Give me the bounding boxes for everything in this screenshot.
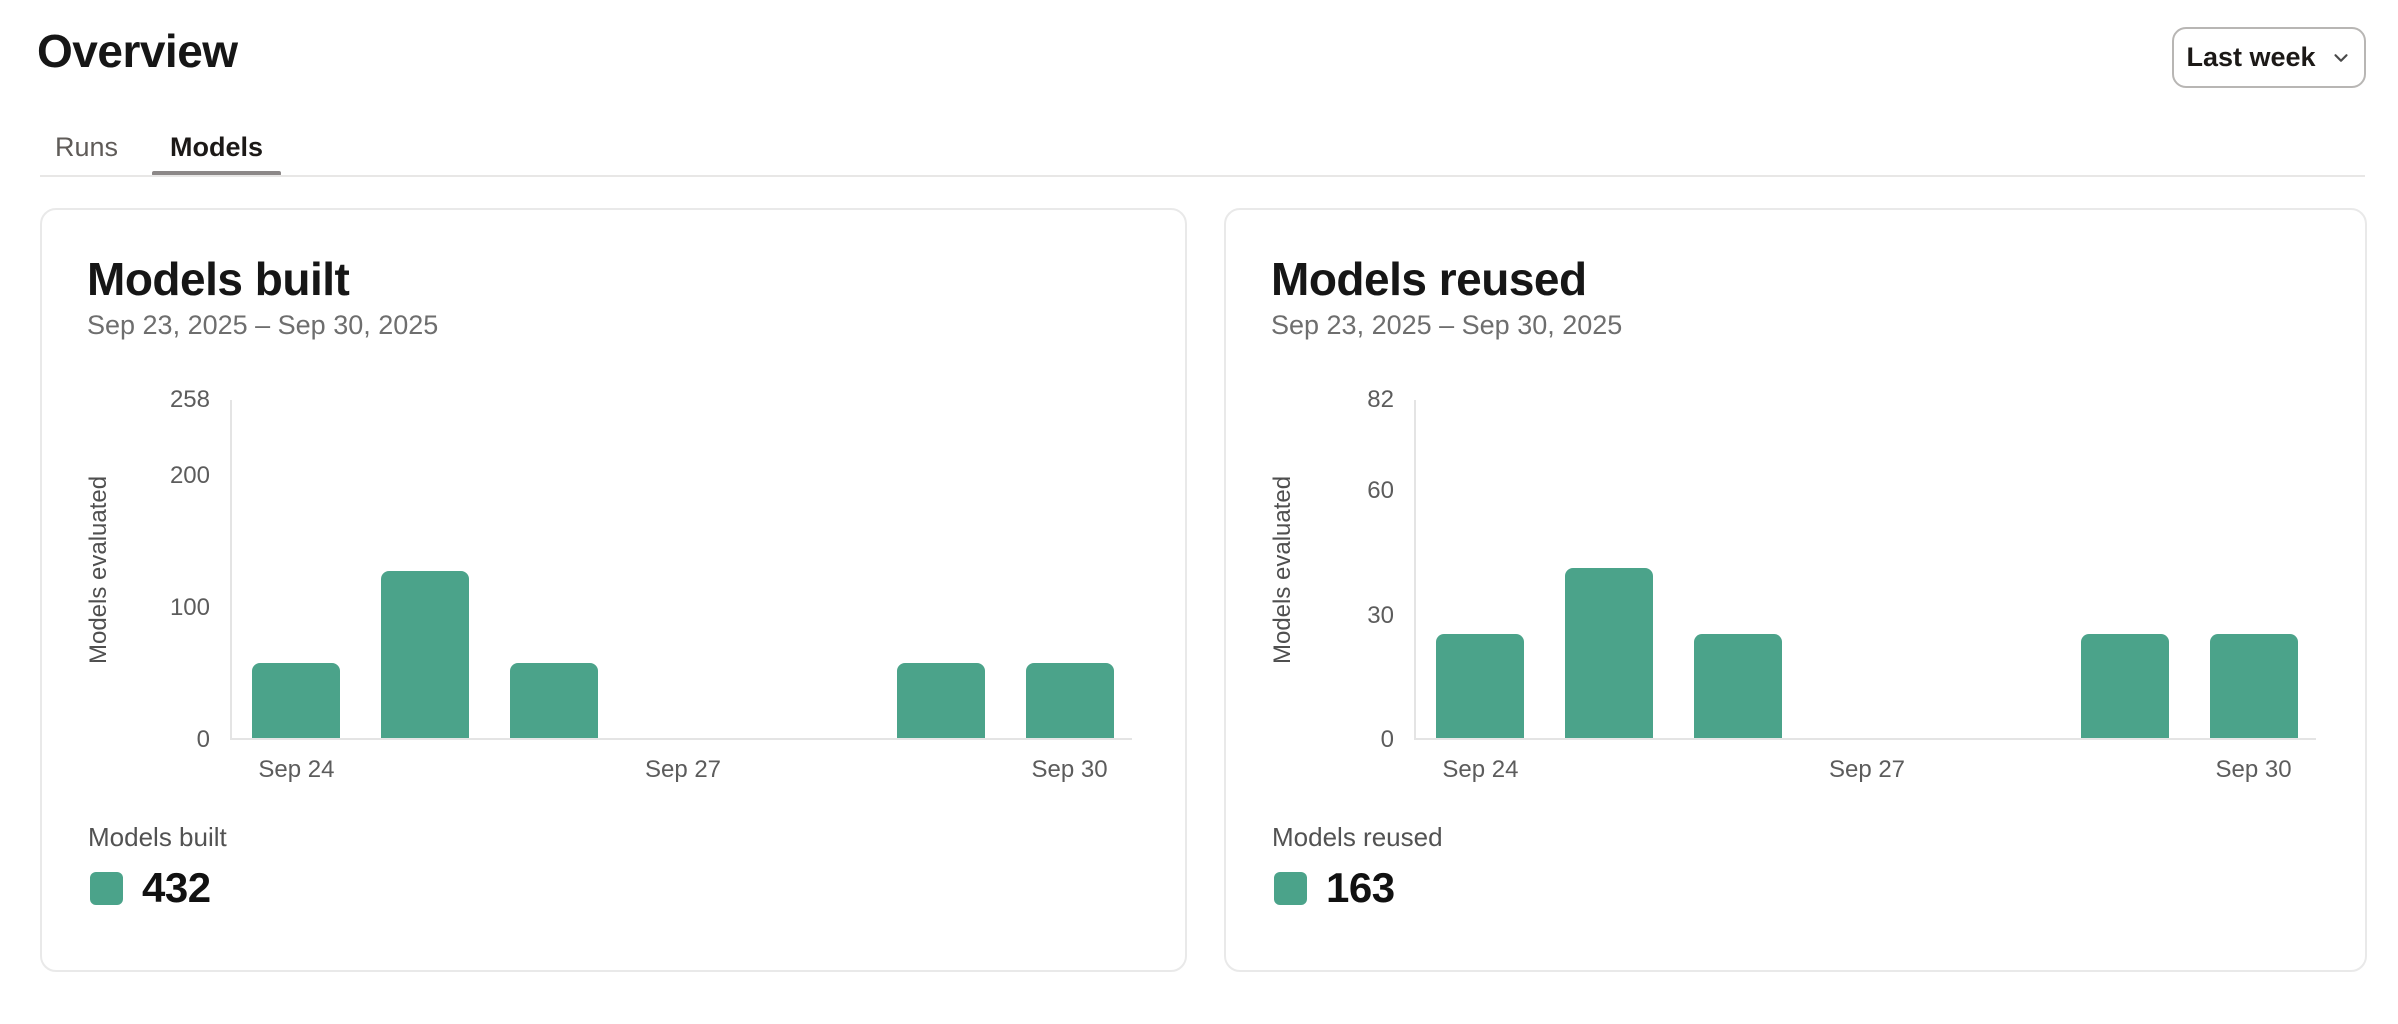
chevron-down-icon: [2330, 47, 2352, 69]
y-tick-label: 200: [169, 462, 210, 490]
card-title: Models built: [87, 253, 350, 305]
legend-row: 432: [90, 864, 211, 911]
card-date-range: Sep 23, 2025 – Sep 30, 2025: [87, 310, 439, 340]
bar-sep-25: [1565, 568, 1654, 738]
active-tab-underline: [152, 171, 281, 176]
y-tick-label: 0: [196, 726, 210, 753]
card-title: Models reused: [1271, 253, 1587, 305]
x-tick-label: Sep 27: [1828, 756, 1906, 783]
x-tick-label: Sep 24: [258, 756, 335, 783]
y-tick-label: 30: [1367, 601, 1394, 629]
card-date-range: Sep 23, 2025 – Sep 30, 2025: [1271, 310, 1623, 340]
legend-label: Models reused: [1272, 822, 1443, 852]
time-range-label: Last week: [2186, 42, 2316, 72]
bar-sep-24: [252, 663, 341, 738]
legend-swatch: [90, 871, 123, 905]
bar-sep-29: [2080, 634, 2169, 738]
y-tick-label: 258: [169, 386, 210, 413]
x-tick-label: Sep 30: [1031, 756, 1108, 783]
bar-sep-25: [381, 571, 470, 738]
models-built-bar-chart: 0 100 200 258 Sep 24 Sep 27 Sep 30: [170, 386, 1132, 783]
y-tick-label: 82: [1367, 386, 1394, 413]
legend-row: 163: [1274, 864, 1395, 911]
legend-value: 432: [142, 864, 211, 911]
y-tick-label: 100: [169, 594, 210, 622]
bar-sep-30: [1025, 663, 1114, 738]
page-title: Overview: [37, 25, 238, 77]
bar-sep-30: [2209, 634, 2298, 738]
y-axis-label: Models evaluated: [85, 475, 112, 665]
bar-sep-24: [1436, 634, 1525, 738]
x-tick-label: Sep 24: [1442, 756, 1519, 783]
tab-runs[interactable]: Runs: [55, 132, 119, 162]
legend-value: 163: [1326, 864, 1395, 911]
y-axis-label: Models evaluated: [1269, 475, 1296, 665]
y-tick-label: 0: [1380, 726, 1394, 753]
bar-sep-26: [1694, 634, 1783, 738]
time-range-dropdown[interactable]: Last week: [2172, 27, 2366, 88]
bar-sep-26: [510, 663, 599, 738]
tab-models[interactable]: Models: [170, 132, 264, 162]
models-reused-bar-chart: 0 30 60 82 Sep 24 Sep 27 Sep 30: [1367, 386, 2316, 783]
tabs-divider: [40, 175, 2365, 177]
legend-label: Models built: [88, 822, 227, 852]
y-tick-label: 60: [1367, 477, 1394, 505]
models-reused-card: Models reused Sep 23, 2025 – Sep 30, 202…: [1224, 208, 2367, 972]
bar-sep-29: [896, 663, 985, 738]
x-tick-label: Sep 30: [2215, 756, 2292, 783]
models-built-card: Models built Sep 23, 2025 – Sep 30, 2025…: [40, 208, 1187, 972]
legend-swatch: [1274, 871, 1307, 905]
x-tick-label: Sep 27: [644, 756, 722, 783]
